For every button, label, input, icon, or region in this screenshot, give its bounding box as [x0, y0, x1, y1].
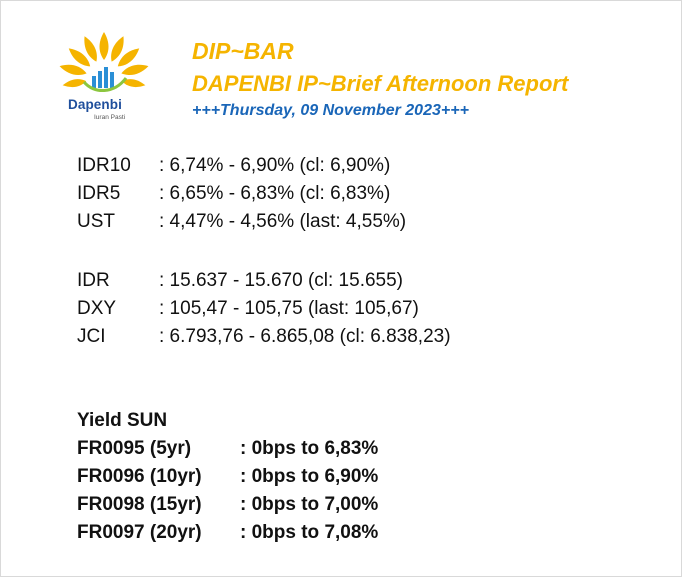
- list-item: FR0095 (5yr) : 0bps to 6,83%: [77, 435, 378, 463]
- market-value: : 6.793,76 - 6.865,08 (cl: 6.838,23): [159, 326, 451, 347]
- bond-label: FR0096 (10yr): [77, 466, 202, 487]
- dapenbi-logo: Dapenbi Iuran Pasti: [44, 26, 164, 126]
- rate-label: IDR5: [77, 183, 121, 204]
- yield-sun-section: Yield SUN FR0095 (5yr) : 0bps to 6,83% F…: [77, 407, 378, 547]
- bond-value: : 0bps to 7,00%: [240, 494, 379, 515]
- market-label: DXY: [77, 298, 117, 319]
- list-item: FR0098 (15yr) : 0bps to 7,00%: [77, 491, 378, 519]
- rate-label: IDR10: [77, 155, 131, 176]
- market-label: JCI: [77, 326, 106, 347]
- bond-label: FR0098 (15yr): [77, 494, 202, 515]
- bond-label: FR0097 (20yr): [77, 522, 202, 543]
- logo-tagline: Iuran Pasti: [94, 114, 126, 121]
- market-value: : 105,47 - 105,75 (last: 105,67): [159, 298, 419, 319]
- rate-value: : 6,74% - 6,90% (cl: 6,90%): [159, 155, 391, 176]
- rate-label: UST: [77, 211, 115, 232]
- sunburst-logo-icon: [59, 32, 149, 96]
- list-item: FR0096 (10yr) : 0bps to 6,90%: [77, 463, 378, 491]
- bond-value: : 0bps to 7,08%: [240, 522, 379, 543]
- logo-wordmark: Dapenbi: [68, 97, 122, 112]
- rate-value: : 6,65% - 6,83% (cl: 6,83%): [159, 183, 391, 204]
- bond-value: : 0bps to 6,83%: [240, 438, 379, 459]
- bond-label: FR0095 (5yr): [77, 438, 192, 459]
- section-heading: Yield SUN: [77, 410, 168, 431]
- report-title: DIP~BAR: [192, 38, 294, 64]
- report-subtitle: DAPENBI IP~Brief Afternoon Report: [192, 71, 569, 96]
- report-date: +++Thursday, 09 November 2023+++: [192, 102, 469, 119]
- rate-value: : 4,47% - 4,56% (last: 4,55%): [159, 211, 407, 232]
- list-item: FR0097 (20yr) : 0bps to 7,08%: [77, 519, 378, 547]
- bond-value: : 0bps to 6,90%: [240, 466, 379, 487]
- market-label: IDR: [77, 270, 110, 291]
- market-value: : 15.637 - 15.670 (cl: 15.655): [159, 270, 403, 291]
